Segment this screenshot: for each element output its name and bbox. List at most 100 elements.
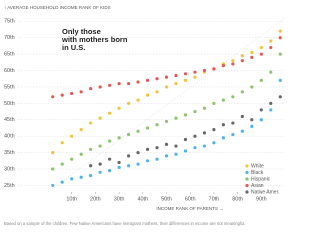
point [212,101,216,105]
point [98,144,102,148]
point [193,109,197,114]
point [278,52,282,56]
point [278,95,282,99]
point [98,116,102,120]
x-tick-label: 30th [114,196,125,202]
y-axis-label: ↑ AVERAGE HOUSEHOLD INCOME RANK OF KIDS [4,5,111,10]
point [221,123,225,127]
point [212,67,216,71]
point [155,123,159,127]
point [269,108,273,112]
point [145,147,150,151]
legend-marker [245,164,249,168]
point [174,144,178,148]
point [259,52,263,56]
point [126,101,131,105]
point [221,98,225,102]
point [155,77,159,81]
point [98,162,102,166]
annotation: Only those with mothers born in U.S. [61,27,128,52]
point [136,80,140,84]
point [240,129,244,133]
point [60,162,64,166]
point [240,54,244,58]
point [79,152,83,156]
point [193,134,197,138]
point [155,90,159,94]
point [89,121,93,125]
point [70,177,74,181]
point [278,29,282,33]
point [126,82,131,86]
point [183,72,188,76]
point [174,73,178,78]
point [164,85,169,89]
point [250,118,254,122]
point [212,128,216,132]
point [259,108,263,112]
point [183,149,188,153]
y-tick-label: 25th [4,183,15,189]
point [174,116,178,120]
point [202,131,207,135]
point [250,55,254,59]
x-tick-label: 40th [137,196,148,202]
point [193,70,197,74]
legend-marker [245,183,249,188]
point [183,137,188,142]
y-tick-label: 70th [4,35,15,41]
point [89,164,93,168]
x-tick-label: 20th [90,196,101,202]
point [164,154,169,158]
point [117,165,121,169]
y-tick-label: 55th [4,84,15,90]
point [145,126,150,130]
point [278,78,282,82]
point [108,83,112,87]
point [126,154,131,158]
point [70,91,74,96]
point [60,180,64,184]
point [250,124,254,128]
point [70,134,74,138]
legend-marker [245,170,249,175]
point [70,157,74,161]
point [51,183,55,188]
point [202,144,207,148]
point [259,118,263,122]
chart: ↑ AVERAGE HOUSEHOLD INCOME RANK OF KIDS … [4,5,286,226]
point [193,146,197,150]
point [126,164,131,168]
point [221,136,225,140]
point [79,128,83,132]
point [117,106,121,110]
point [164,119,169,124]
footnote: Based on a sample of the children. Few N… [4,221,246,226]
point [79,175,83,179]
point [231,59,235,63]
point [108,169,112,173]
point [231,132,235,137]
legend-label: Asian [251,183,264,189]
point [117,136,121,140]
point [126,132,131,137]
point [269,45,273,50]
point [117,82,121,86]
point [145,93,150,97]
point [108,157,112,161]
legend-label: Hispanic [251,176,271,182]
point [51,95,55,99]
y-tick-label: 65th [4,52,15,58]
point [269,39,273,43]
point [278,36,282,40]
point [183,78,188,82]
y-tick-label: 30th [4,166,15,172]
point [240,90,244,94]
x-axis-label: INCOME RANK OF PARENTS → [156,206,223,211]
point [164,75,169,79]
point [155,157,159,161]
point [250,85,254,89]
y-tick-label: 45th [4,117,15,123]
point [145,78,150,82]
point [98,85,102,89]
